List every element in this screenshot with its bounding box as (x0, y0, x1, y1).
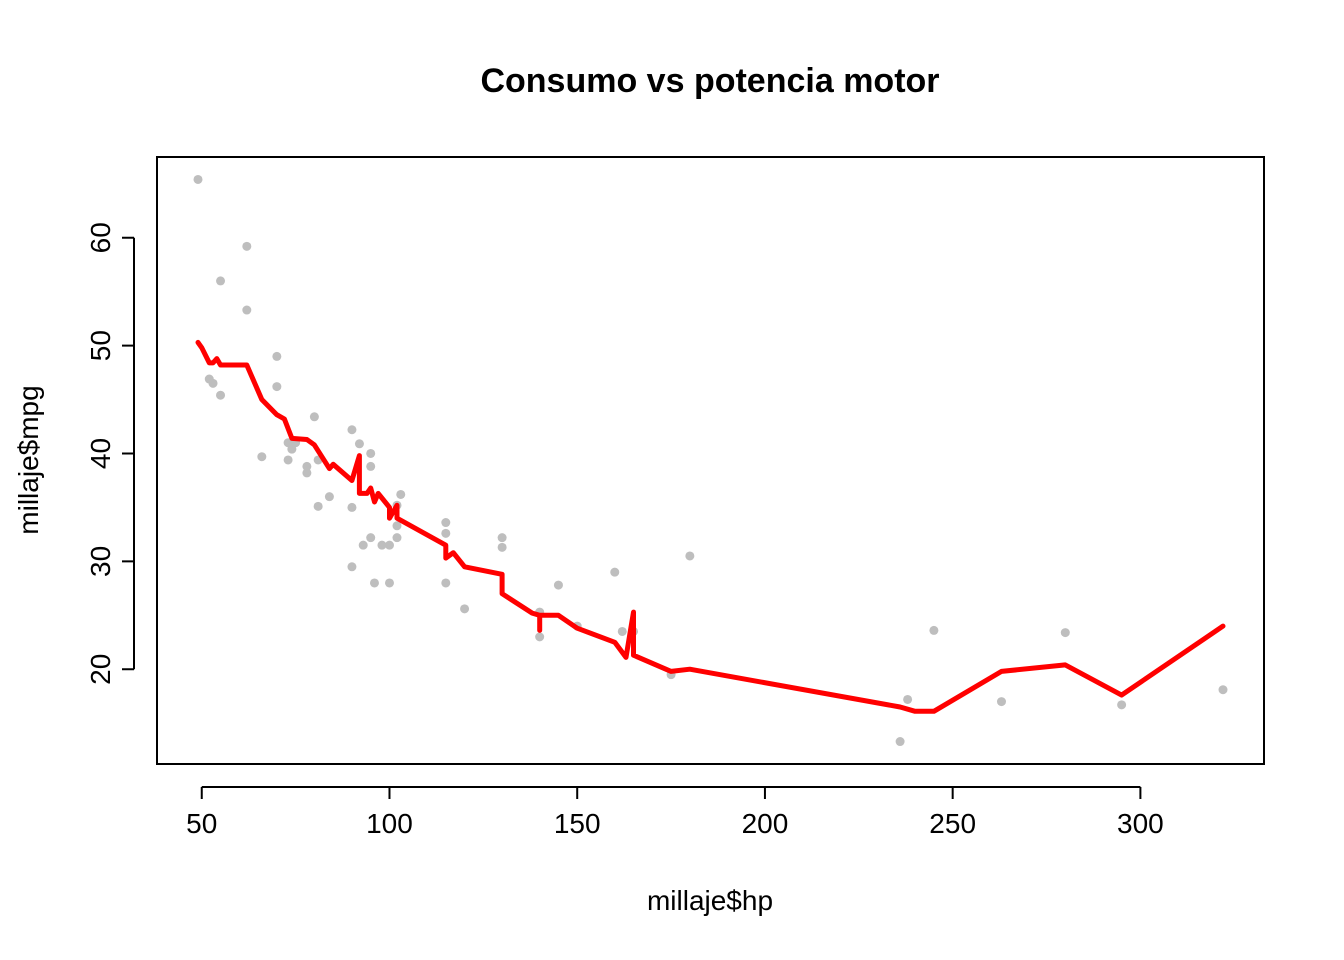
x-tick-label: 150 (554, 808, 601, 839)
data-point (309, 412, 319, 422)
data-point (347, 562, 357, 572)
data-point (377, 540, 387, 550)
data-point (396, 489, 406, 499)
x-tick-label: 250 (929, 808, 976, 839)
data-point (347, 502, 357, 512)
x-tick-label: 200 (742, 808, 789, 839)
data-point (685, 551, 695, 561)
x-tick-label: 50 (186, 808, 217, 839)
x-axis-label: millaje$hp (647, 885, 773, 916)
y-axis-label: millaje$mpg (13, 385, 44, 534)
data-point (996, 697, 1006, 707)
y-tick-label: 50 (85, 330, 116, 361)
plot-frame (156, 156, 1265, 765)
data-point (354, 439, 364, 449)
data-point (441, 578, 451, 588)
y-tick-label: 60 (85, 222, 116, 253)
data-point (283, 455, 293, 465)
data-point (358, 540, 368, 550)
fit-line (195, 339, 1226, 714)
data-point (535, 632, 545, 642)
data-point (302, 461, 312, 471)
data-point (347, 425, 357, 435)
data-point (216, 276, 226, 286)
data-point (553, 580, 563, 590)
data-point (929, 625, 939, 635)
x-tick-label: 100 (366, 808, 413, 839)
data-point (324, 492, 334, 502)
data-point (208, 378, 218, 388)
data-point (216, 390, 226, 400)
data-point (272, 382, 282, 392)
data-point (257, 452, 267, 462)
data-point (441, 528, 451, 538)
data-point (441, 518, 451, 528)
y-tick-label: 20 (85, 654, 116, 685)
data-point (366, 461, 376, 471)
data-point (366, 533, 376, 543)
line-series (195, 339, 1226, 714)
data-point (272, 351, 282, 361)
data-point (193, 174, 203, 184)
data-point (242, 305, 252, 315)
data-point (242, 241, 252, 251)
data-point (384, 540, 394, 550)
data-point (460, 604, 470, 614)
data-point (903, 694, 913, 704)
data-point (313, 501, 323, 511)
data-point (392, 521, 402, 531)
data-point (895, 737, 905, 747)
data-point (610, 567, 620, 577)
data-point (302, 468, 312, 478)
data-point (392, 533, 402, 543)
data-point (366, 448, 376, 458)
x-axis: 50 100 150 200 250 300 (186, 786, 1164, 839)
x-tick-label: 300 (1117, 808, 1164, 839)
data-point (497, 533, 507, 543)
data-point (1117, 700, 1127, 710)
data-point (497, 542, 507, 552)
y-tick-label: 30 (85, 546, 116, 577)
data-point (369, 578, 379, 588)
points-series (193, 174, 1228, 747)
data-point (1060, 628, 1070, 638)
data-point (1218, 685, 1228, 695)
data-point (384, 578, 394, 588)
chart-title: Consumo vs potencia motor (480, 62, 939, 100)
data-point (617, 626, 627, 636)
y-axis: 20 30 40 50 60 (85, 222, 135, 685)
y-tick-label: 40 (85, 438, 116, 469)
